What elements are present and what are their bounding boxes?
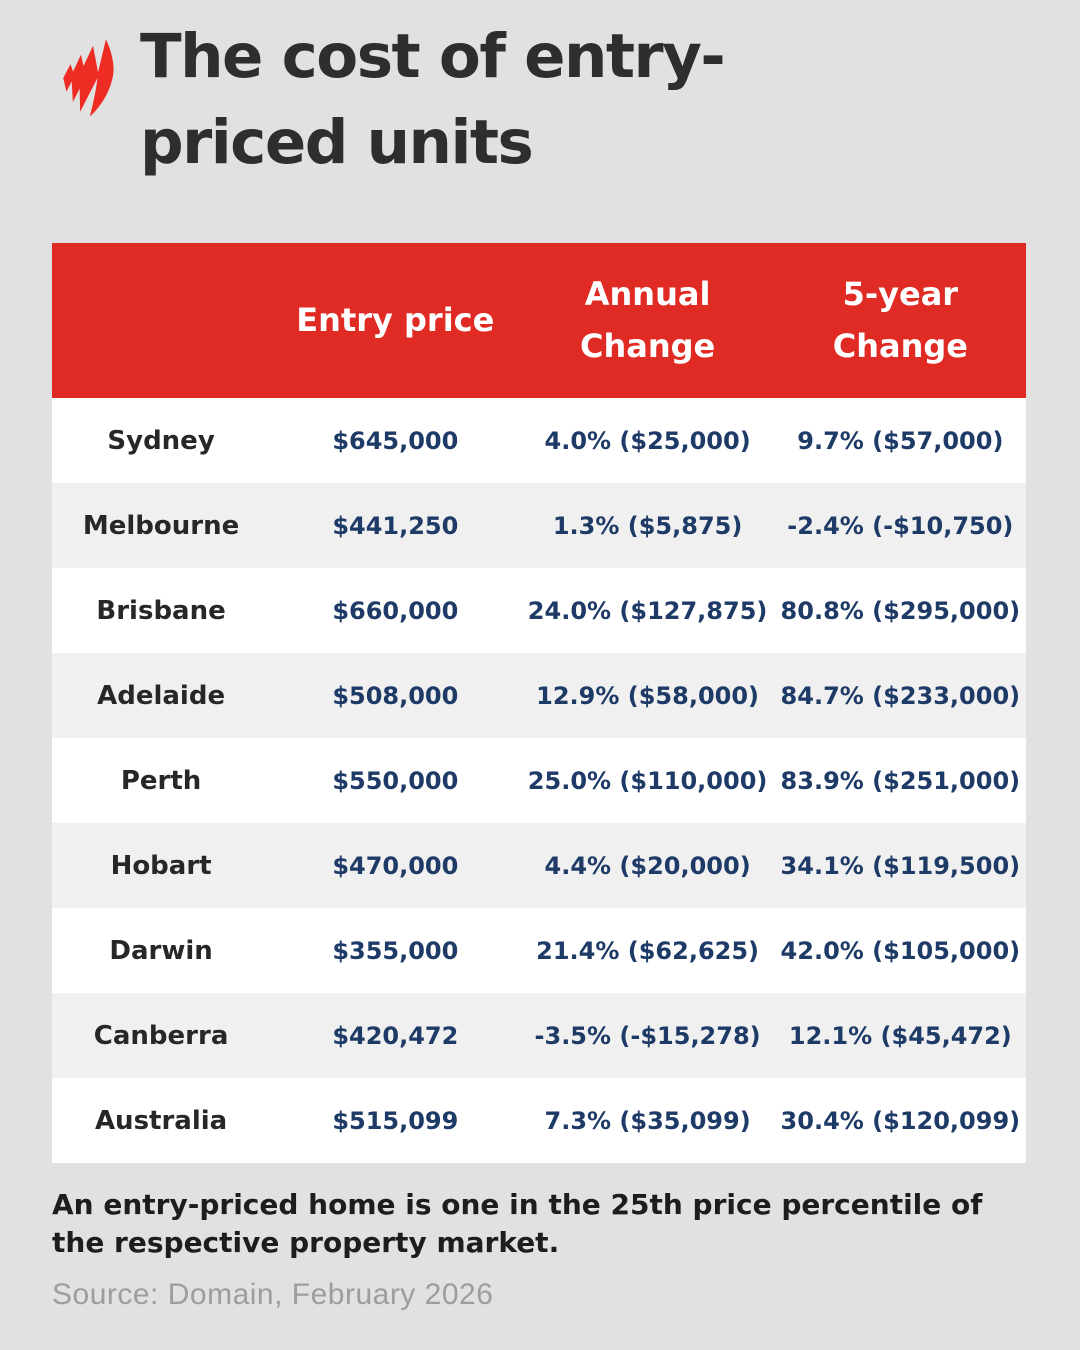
entry-price-cell: $645,000 [332,426,459,455]
five-year-change-cell: 83.9% ($251,000) [780,766,1021,795]
entry-price-cell: $550,000 [332,766,459,795]
annual-change-cell: 4.0% ($25,000) [544,426,751,455]
entry-price-cell: $515,099 [332,1106,459,1135]
annual-change-cell: 4.4% ($20,000) [544,851,751,880]
annual-change-cell: 24.0% ($127,875) [527,596,768,625]
city-cell: Hobart [110,850,212,881]
page-title-line2: priced units [140,107,534,178]
city-cell: Australia [94,1105,228,1136]
five-year-change-cell: 9.7% ($57,000) [797,426,1004,455]
five-year-change-cell: 12.1% ($45,472) [788,1021,1012,1050]
annual-change-cell: 25.0% ($110,000) [527,766,768,795]
table-row: Perth $550,000 25.0% ($110,000) 83.9% ($251… [52,738,1026,823]
city-cell: Melbourne [82,510,240,541]
five-year-change-cell: 80.8% ($295,000) [780,596,1021,625]
five-year-change-cell: 84.7% ($233,000) [780,681,1021,710]
table-body: Sydney $645,000 4.0% ($25,000) 9.7% ($57,00… [52,398,1026,1163]
five-year-change-cell: 34.1% ($119,500) [780,851,1021,880]
annual-change-cell: 1.3% ($5,875) [552,511,743,540]
entry-price-cell: $470,000 [332,851,459,880]
annual-change-cell: 12.9% ($58,000) [536,681,760,710]
table-row: Adelaide $508,000 12.9% ($58,000) 84.7% ($2… [52,653,1026,738]
five-year-change-cell: 30.4% ($120,099) [780,1106,1021,1135]
sbs-logo-icon [60,36,118,120]
footnote-text: An entry-priced home is one in the 25th … [52,1188,983,1259]
city-cell: Darwin [109,935,213,966]
entry-price-cell: $420,472 [332,1021,459,1050]
five-year-change-cell: -2.4% (-$10,750) [787,511,1014,540]
header-5-year-change: 5-year Change [774,243,1026,398]
annual-change-cell: 21.4% ($62,625) [536,936,760,965]
table-row: Melbourne $441,250 1.3% ($5,875) -2.4% (-$1… [52,483,1026,568]
table-row: Australia $515,099 7.3% ($35,099) 30.4% ($1… [52,1078,1026,1163]
table-row: Hobart $470,000 4.4% ($20,000) 34.1% ($119,… [52,823,1026,908]
annual-change-cell: 7.3% ($35,099) [544,1106,751,1135]
table-row: Darwin $355,000 21.4% ($62,625) 42.0% ($105… [52,908,1026,993]
header-entry-price: Entry price [270,243,521,398]
header-city-blank [52,243,271,398]
annual-change-cell: -3.5% (-$15,278) [534,1021,761,1050]
city-cell: Adelaide [97,680,226,711]
city-cell: Sydney [107,425,215,456]
table-row: Brisbane $660,000 24.0% ($127,875) 80.8% ($… [52,568,1026,653]
entry-price-cell: $441,250 [332,511,459,540]
five-year-change-cell: 42.0% ($105,000) [780,936,1021,965]
page-title: The cost of entry-priced units [140,14,1040,186]
entry-price-table: Entry price Annual Change 5-year Change … [52,243,1026,1163]
entry-price-cell: $660,000 [332,596,459,625]
entry-price-cell: $508,000 [332,681,459,710]
city-cell: Brisbane [96,595,226,626]
page-title-line1: The cost of entry- [140,21,726,92]
source-text: Source: Domain, February 2026 [52,1278,494,1311]
table-row: Sydney $645,000 4.0% ($25,000) 9.7% ($57,00… [52,398,1026,483]
header-annual-change: Annual Change [520,243,775,398]
entry-price-cell: $355,000 [332,936,459,965]
table-header-row: Entry price Annual Change 5-year Change [52,243,1026,398]
city-cell: Perth [120,765,202,796]
table-row: Canberra $420,472 -3.5% (-$15,278) 12.1% ($… [52,993,1026,1078]
city-cell: Canberra [93,1020,229,1051]
